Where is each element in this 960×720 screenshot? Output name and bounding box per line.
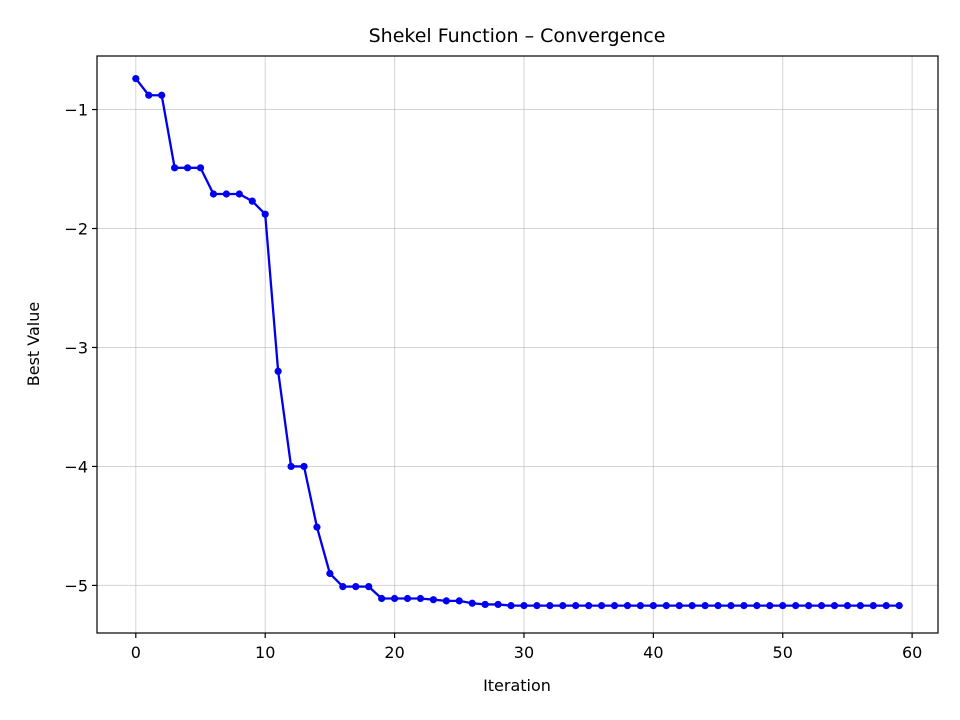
data-point — [390, 594, 399, 603]
x-tick-label: 10 — [255, 643, 275, 662]
data-point — [287, 462, 295, 471]
y-tick-label: −5 — [64, 576, 88, 595]
data-point — [636, 602, 645, 610]
data-point — [688, 602, 696, 610]
marker-layer — [132, 75, 903, 610]
grid — [97, 56, 938, 633]
data-point — [766, 602, 774, 610]
x-tick-label: 20 — [384, 643, 404, 662]
y-tick-label: −1 — [64, 101, 88, 120]
data-point — [779, 602, 787, 610]
data-point — [365, 583, 373, 591]
data-point — [882, 602, 890, 610]
y-tick-label: −2 — [64, 220, 88, 239]
data-point — [235, 190, 243, 198]
data-point — [145, 91, 153, 99]
x-axis-label: Iteration — [483, 676, 551, 695]
y-axis: −1 −2 −3 −4 −5 — [64, 101, 97, 595]
data-point — [598, 602, 606, 610]
data-point — [313, 523, 321, 531]
data-point — [416, 594, 425, 603]
data-point — [507, 602, 515, 610]
data-point — [585, 602, 593, 610]
y-tick-label: −3 — [64, 338, 88, 357]
data-point — [183, 164, 192, 172]
data-point — [805, 602, 813, 610]
data-point — [326, 569, 334, 578]
data-point — [209, 190, 218, 198]
x-tick-label: 50 — [773, 643, 793, 662]
data-point — [352, 583, 360, 591]
data-point — [869, 602, 877, 610]
data-point — [843, 602, 852, 610]
data-point — [403, 594, 412, 603]
data-point — [559, 602, 567, 610]
x-tick-label: 0 — [131, 643, 141, 662]
data-point — [817, 602, 826, 610]
data-point — [248, 197, 256, 205]
data-point — [158, 91, 166, 99]
data-point — [830, 602, 839, 610]
data-point — [378, 594, 386, 603]
data-point — [727, 602, 735, 610]
data-point — [662, 602, 670, 610]
x-tick-label: 60 — [902, 643, 922, 662]
data-point — [649, 602, 657, 610]
data-point — [895, 602, 903, 610]
data-point — [429, 596, 437, 604]
data-point — [520, 602, 528, 610]
data-point — [546, 602, 554, 610]
chart-title: Shekel Function – Convergence — [369, 25, 666, 47]
data-point — [610, 602, 619, 610]
data-point — [714, 602, 722, 610]
y-axis-label: Best Value — [24, 302, 43, 386]
data-point — [856, 602, 864, 610]
data-point — [533, 602, 541, 610]
data-point — [481, 600, 489, 609]
data-point — [261, 210, 269, 218]
x-axis: 0 10 20 30 40 50 60 — [131, 633, 922, 662]
y-tick-label: −4 — [64, 457, 88, 476]
data-point — [171, 164, 179, 172]
data-point — [442, 597, 450, 605]
data-point — [468, 599, 476, 607]
data-point — [494, 600, 502, 609]
data-point — [132, 75, 140, 83]
data-point — [740, 602, 748, 610]
data-point — [792, 602, 800, 610]
data-point — [675, 602, 683, 610]
data-point — [455, 597, 463, 605]
data-point — [222, 190, 230, 198]
data-point — [300, 462, 308, 471]
data-point — [572, 602, 580, 610]
data-point — [753, 602, 761, 610]
data-point — [339, 583, 347, 591]
x-tick-label: 40 — [643, 643, 663, 662]
plot-area-frame — [96, 55, 939, 634]
data-point — [623, 602, 632, 610]
x-tick-label: 30 — [514, 643, 534, 662]
data-point — [701, 602, 709, 610]
data-point — [196, 164, 205, 172]
data-point — [274, 367, 282, 375]
